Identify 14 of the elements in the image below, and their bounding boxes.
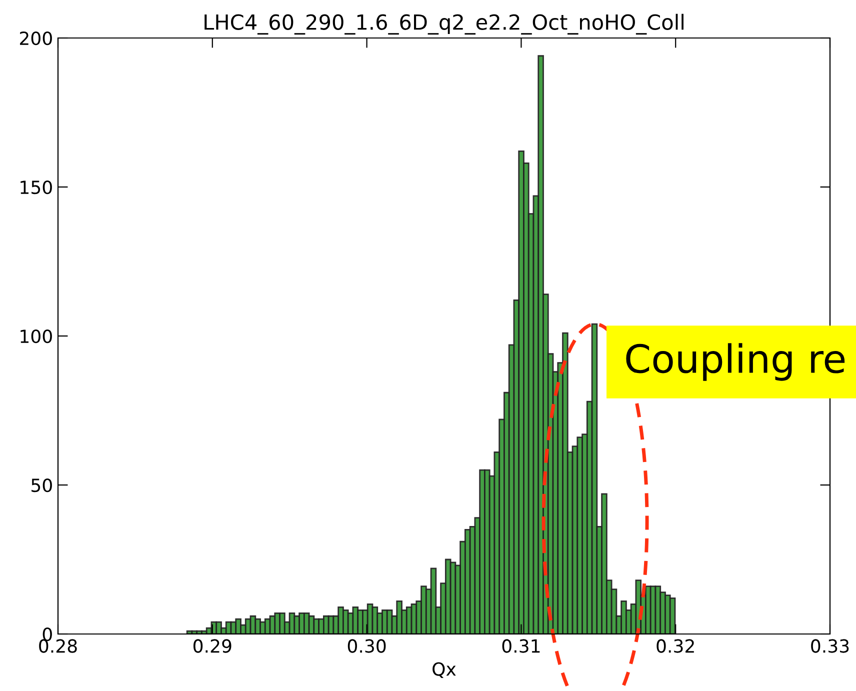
x-axis-title: Qx [432, 662, 456, 678]
y-tick-label: 200 [20, 31, 52, 46]
x-tick-label: 0.33 [811, 639, 849, 653]
y-tick-label: 50 [32, 478, 52, 492]
y-tick-label: 150 [20, 180, 52, 194]
x-tick-label: 0.32 [656, 639, 694, 653]
chart-title: LHC4_60_290_1.6_6D_q2_e2.2_Oct_noHO_Coll [204, 14, 684, 35]
x-tick-label: 0.30 [348, 639, 386, 653]
x-tick-label: 0.31 [502, 639, 540, 653]
y-tick-label: 0 [42, 627, 52, 642]
x-tick-label: 0.28 [39, 639, 77, 653]
annotation: Coupling re [626, 343, 845, 381]
y-tick-label: 100 [20, 329, 52, 344]
x-tick-label: 0.29 [193, 639, 232, 653]
